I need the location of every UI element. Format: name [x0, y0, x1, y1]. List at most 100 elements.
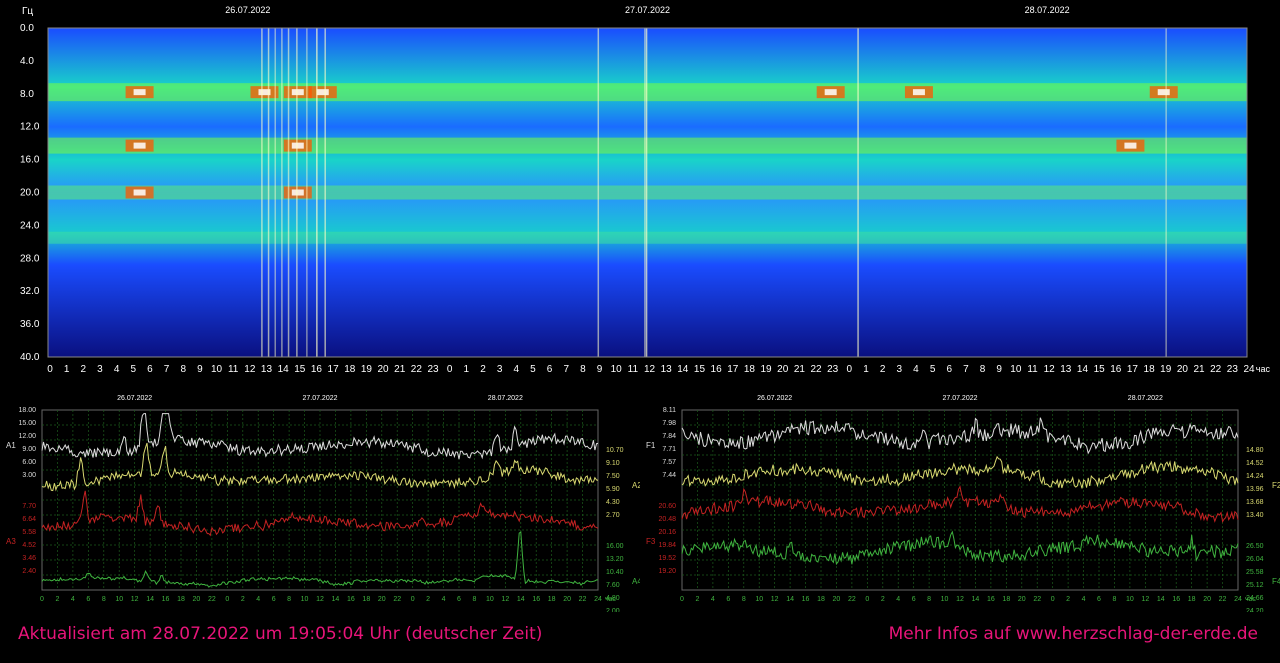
- x-tick-label: 8: [927, 596, 931, 603]
- right-tick-label: 7.60: [606, 582, 620, 589]
- x-tick-label: 17: [328, 364, 340, 375]
- right-tick-label: 2.00: [606, 608, 620, 612]
- date-label: 27.07.2022: [625, 5, 670, 15]
- x-tick-label: 18: [744, 364, 756, 375]
- x-tick-label: 17: [727, 364, 739, 375]
- right-tick-label: 13.40: [1246, 512, 1264, 519]
- x-tick-label: 19: [761, 364, 773, 375]
- x-tick-label: 14: [332, 596, 340, 603]
- x-tick-label: 6: [147, 364, 153, 375]
- x-tick-label: 22: [208, 596, 216, 603]
- x-tick-label: 14: [146, 596, 154, 603]
- interference-streak: [324, 28, 326, 357]
- x-tick-label: 20: [1177, 364, 1189, 375]
- x-tick-label: 11: [228, 364, 239, 375]
- x-tick-label: 4: [913, 364, 919, 375]
- x-tick-label: 17: [1127, 364, 1139, 375]
- x-tick-label: 22: [393, 596, 401, 603]
- right-tick-label: 14.52: [1246, 460, 1264, 467]
- x-tick-label: 13: [1060, 364, 1072, 375]
- left-tick-label: 20.48: [658, 516, 676, 523]
- right-tick-label: 25.12: [1246, 582, 1264, 589]
- series-line-f3: [681, 485, 1239, 523]
- x-tick-label: 22: [1210, 364, 1222, 375]
- interference-streak: [645, 28, 648, 357]
- spectrogram-chart: Гц 0.0 4.0 8.0 12.0 16.0 20.0 24.0 28.0 32.0 36.0 4…: [20, 5, 1270, 375]
- x-tick-label: 15: [294, 364, 306, 375]
- x-tick-label: 14: [517, 596, 525, 603]
- date-label: 26.07.2022: [757, 395, 792, 402]
- x-tick-label: 16: [1110, 364, 1122, 375]
- left-tick-label: 20.16: [658, 529, 676, 536]
- spectrogram-frame: [47, 27, 1248, 358]
- x-tick-label: 8: [580, 364, 586, 375]
- x-tick-label: 20: [193, 596, 201, 603]
- left-tick-label: 7.71: [662, 446, 676, 453]
- date-label: 28.07.2022: [1128, 395, 1163, 402]
- x-tick-label: 22: [411, 364, 423, 375]
- left-tick-label: 15.00: [18, 420, 36, 427]
- x-tick-label: 0: [1051, 596, 1055, 603]
- x-tick-label: 7: [563, 364, 569, 375]
- x-tick-label: 16: [711, 364, 723, 375]
- right-tick-label: 7.50: [606, 473, 620, 480]
- x-tick-label: 0: [847, 364, 853, 375]
- interference-streak: [316, 28, 318, 357]
- x-tick-label: 14: [1157, 596, 1165, 603]
- x-tick-label: 2: [1066, 596, 1070, 603]
- series-line-a3: [41, 490, 599, 537]
- right-tick-label: 10.70: [606, 447, 624, 454]
- x-tick-label: 18: [1002, 596, 1010, 603]
- x-tick-label: 8: [1112, 596, 1116, 603]
- x-tick-label: 0: [40, 596, 44, 603]
- x-tick-label: 2: [55, 596, 59, 603]
- date-label: 27.07.2022: [302, 395, 337, 402]
- x-tick-label: 5: [130, 364, 136, 375]
- right-tick-label: 5.90: [606, 486, 620, 493]
- x-tick-label: 22: [848, 596, 856, 603]
- x-tick-label: 10: [941, 596, 949, 603]
- x-tick-label: 21: [794, 364, 806, 375]
- x-tick-label: 14: [972, 596, 980, 603]
- y-tick-label: 36.0: [20, 319, 40, 330]
- x-tick-label: 10: [486, 596, 494, 603]
- interference-streak: [281, 28, 283, 357]
- left-tick-label: 7.98: [662, 420, 676, 427]
- x-tick-label: 0: [865, 596, 869, 603]
- date-label: 26.07.2022: [117, 395, 152, 402]
- x-tick-label: 24: [1234, 596, 1242, 603]
- right-tick-label: 14.80: [1246, 447, 1264, 454]
- x-tick-label: 8: [472, 596, 476, 603]
- x-tick-label: 15: [694, 364, 706, 375]
- intensity-peak: [291, 189, 304, 196]
- x-tick-label: 22: [810, 364, 822, 375]
- left-tick-label: 3.00: [22, 472, 36, 479]
- y-tick-label: 8.0: [20, 89, 34, 100]
- date-label: 28.07.2022: [488, 395, 523, 402]
- right-tick-label: 13.96: [1246, 486, 1264, 493]
- x-tick-label: 0: [447, 364, 453, 375]
- x-tick-label: 22: [579, 596, 587, 603]
- intensity-peak: [1157, 89, 1170, 96]
- x-tick-label: 12: [244, 364, 256, 375]
- left-tick-label: 5.58: [22, 529, 36, 536]
- left-tick-label: 6.64: [22, 516, 36, 523]
- y-tick-label: 32.0: [20, 286, 40, 297]
- x-tick-label: 5: [930, 364, 936, 375]
- series-label: A1: [6, 441, 16, 450]
- right-tick-label: 2.70: [606, 512, 620, 519]
- x-tick-label: 23: [827, 364, 839, 375]
- right-tick-label: 13.20: [606, 556, 624, 563]
- resonance-band: [48, 185, 1247, 200]
- x-tick-label: 18: [817, 596, 825, 603]
- website-link[interactable]: Mehr Infos auf www.herzschlag-der-erde.d…: [888, 624, 1258, 644]
- left-tick-label: 8.11: [663, 407, 676, 414]
- x-tick-label: 10: [1010, 364, 1022, 375]
- left-tick-label: 12.00: [18, 433, 36, 440]
- x-tick-label: 6: [457, 596, 461, 603]
- x-tick-label: 21: [1193, 364, 1205, 375]
- x-tick-label: 16: [162, 596, 170, 603]
- x-tick-label: 2: [241, 596, 245, 603]
- x-tick-label: 11: [628, 364, 639, 375]
